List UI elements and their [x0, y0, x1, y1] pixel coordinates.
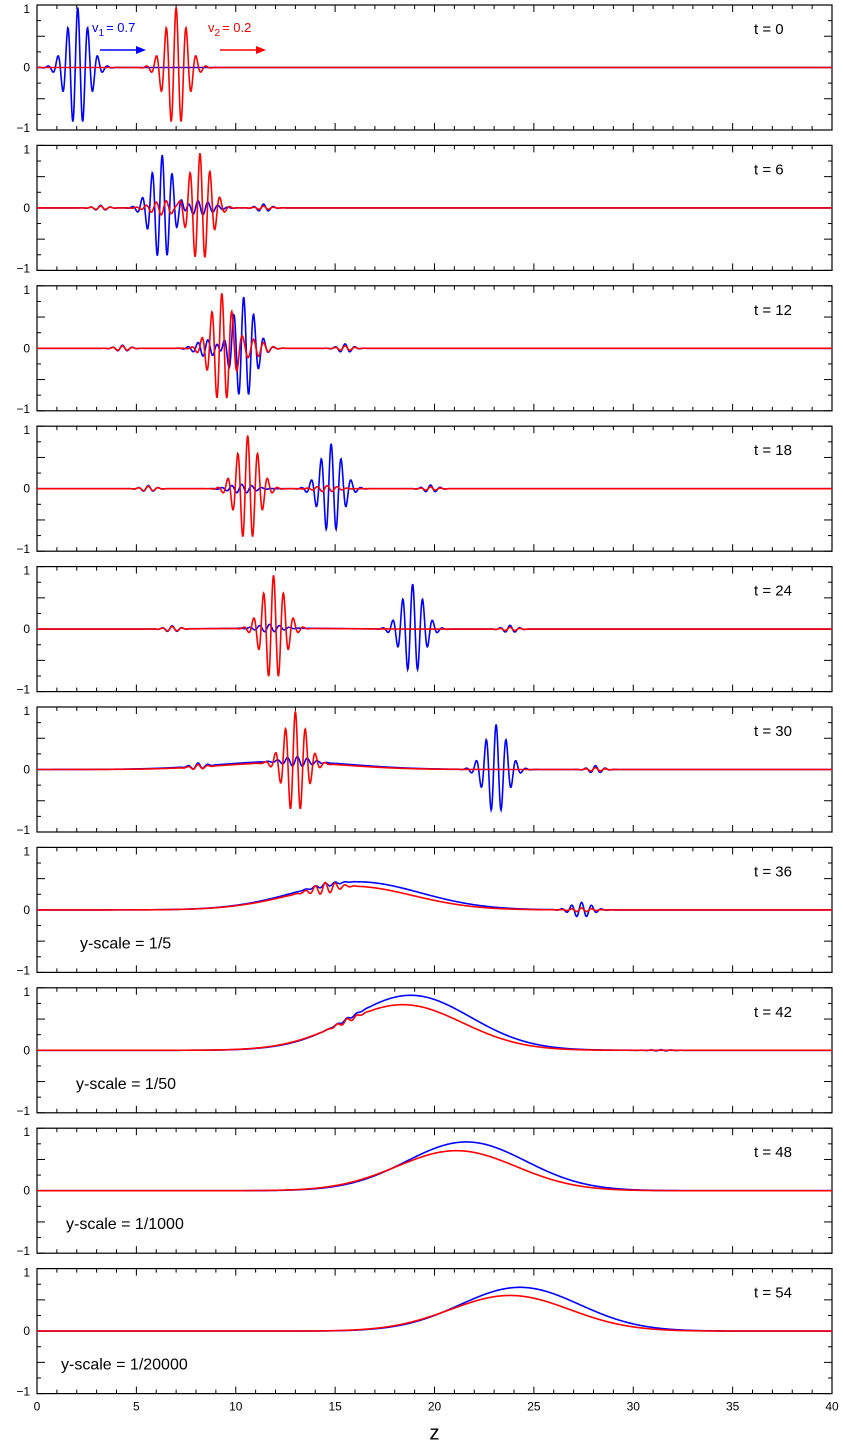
series-2-line [37, 1003, 832, 1052]
series-2-line [37, 881, 832, 913]
series-1-line [37, 724, 832, 814]
y-tick-label: −1 [16, 542, 30, 556]
series-1-line [37, 880, 832, 918]
time-label: t = 48 [754, 1144, 792, 1161]
y-tick-label: 1 [23, 423, 30, 437]
y-tick-label: 0 [23, 482, 30, 496]
y-tick-label: 0 [23, 763, 30, 777]
panel-t0: 1 0 −1 t = 0 [16, 2, 833, 135]
velocity-label-2: v2 = 0.2 [208, 20, 251, 39]
time-label: t = 36 [754, 863, 792, 880]
time-label: t = 12 [754, 302, 792, 319]
time-label: t = 0 [754, 21, 784, 38]
series-2-line [37, 1149, 832, 1192]
y-scale-label: y-scale = 1/5 [80, 935, 171, 952]
time-label: t = 24 [754, 583, 792, 600]
series-1-line [37, 1286, 832, 1332]
y-tick-label: −1 [16, 1104, 30, 1118]
panel-t24: 1 0 −1 t = 24 [16, 564, 833, 697]
series-2-line [37, 293, 832, 399]
series-2-line [37, 153, 832, 258]
y-tick-label: 0 [23, 622, 30, 636]
panel-t48: 1 0 −1 t = 48 y-scale = 1/1000 [16, 1125, 833, 1258]
y-tick-label: −1 [16, 823, 30, 837]
x-tick-label: 10 [229, 1400, 243, 1414]
x-axis: 0 5 10 15 20 25 30 35 40 z [34, 1400, 839, 1445]
y-scale-label: y-scale = 1/20000 [61, 1357, 188, 1374]
y-tick-label: 1 [23, 844, 30, 858]
x-tick-label: 15 [328, 1400, 342, 1414]
time-label: t = 30 [754, 723, 792, 740]
series-2-line [37, 1294, 832, 1332]
series-1-line [37, 583, 832, 673]
series-1-line [37, 443, 832, 533]
panel-t36: 1 0 −1 t = 36 y-scale = 1/5 [16, 844, 833, 977]
series-1-line [37, 7, 832, 122]
panel-t18: 1 0 −1 t = 18 [16, 423, 833, 556]
panel-t12: 1 0 −1 t = 12 [16, 283, 833, 416]
series-2-line [37, 575, 832, 677]
y-tick-label: −1 [16, 121, 30, 135]
y-tick-label: 0 [23, 1324, 30, 1338]
panels: 1 0 −1 t = 0 1 0 −1 t = 6 1 0 −1 t = 12 1 0 −1 t = 18 1 0… [16, 2, 833, 1399]
y-tick-label: 0 [23, 61, 30, 75]
y-tick-label: 0 [23, 201, 30, 215]
x-tick-label: 40 [825, 1400, 839, 1414]
x-tick-label: 25 [527, 1400, 541, 1414]
y-tick-label: −1 [16, 1385, 30, 1399]
time-label: t = 42 [754, 1004, 792, 1021]
y-tick-label: 1 [23, 564, 30, 578]
panel-t42: 1 0 −1 t = 42 y-scale = 1/50 [16, 985, 833, 1118]
series-2-line [37, 7, 832, 122]
time-label: t = 18 [754, 442, 792, 459]
y-tick-label: 1 [23, 2, 30, 16]
x-tick-label: 0 [34, 1400, 41, 1414]
y-tick-label: 1 [23, 704, 30, 718]
x-tick-label: 20 [428, 1400, 442, 1414]
velocity-arrowhead-1 [136, 46, 146, 54]
y-tick-label: 1 [23, 283, 30, 297]
y-tick-label: 0 [23, 903, 30, 917]
series-2-line [37, 435, 832, 537]
series-1-line [37, 1141, 832, 1192]
y-tick-label: −1 [16, 261, 30, 275]
y-tick-label: 0 [23, 1043, 30, 1057]
x-tick-label: 35 [726, 1400, 740, 1414]
y-scale-label: y-scale = 1/50 [76, 1076, 176, 1093]
panel-t54: 1 0 −1 t = 54 y-scale = 1/20000 [16, 1266, 833, 1399]
panel-t6: 1 0 −1 t = 6 [16, 142, 833, 275]
time-label: t = 6 [754, 161, 784, 178]
y-tick-label: 1 [23, 1125, 30, 1139]
y-tick-label: −1 [16, 963, 30, 977]
y-tick-label: −1 [16, 402, 30, 416]
time-label: t = 54 [754, 1285, 792, 1302]
panel-t30: 1 0 −1 t = 30 [16, 704, 833, 837]
y-tick-label: 1 [23, 985, 30, 999]
y-tick-label: 0 [23, 1184, 30, 1198]
series-1-line [37, 154, 832, 256]
y-tick-label: 0 [23, 341, 30, 355]
series-1-line [37, 296, 832, 395]
x-axis-label: z [430, 1423, 440, 1445]
y-tick-label: 1 [23, 142, 30, 156]
velocity-labels: v1 = 0.7 v2 = 0.2 [92, 20, 266, 54]
velocity-label-1: v1 = 0.7 [92, 20, 135, 39]
velocity-arrowhead-2 [256, 46, 266, 54]
series-1-line [37, 994, 832, 1052]
y-tick-label: −1 [16, 683, 30, 697]
y-scale-label: y-scale = 1/1000 [66, 1216, 184, 1233]
y-tick-label: 1 [23, 1266, 30, 1280]
x-tick-label: 5 [133, 1400, 140, 1414]
y-tick-label: −1 [16, 1244, 30, 1258]
series-2-line [37, 711, 832, 810]
x-tick-label: 30 [627, 1400, 641, 1414]
